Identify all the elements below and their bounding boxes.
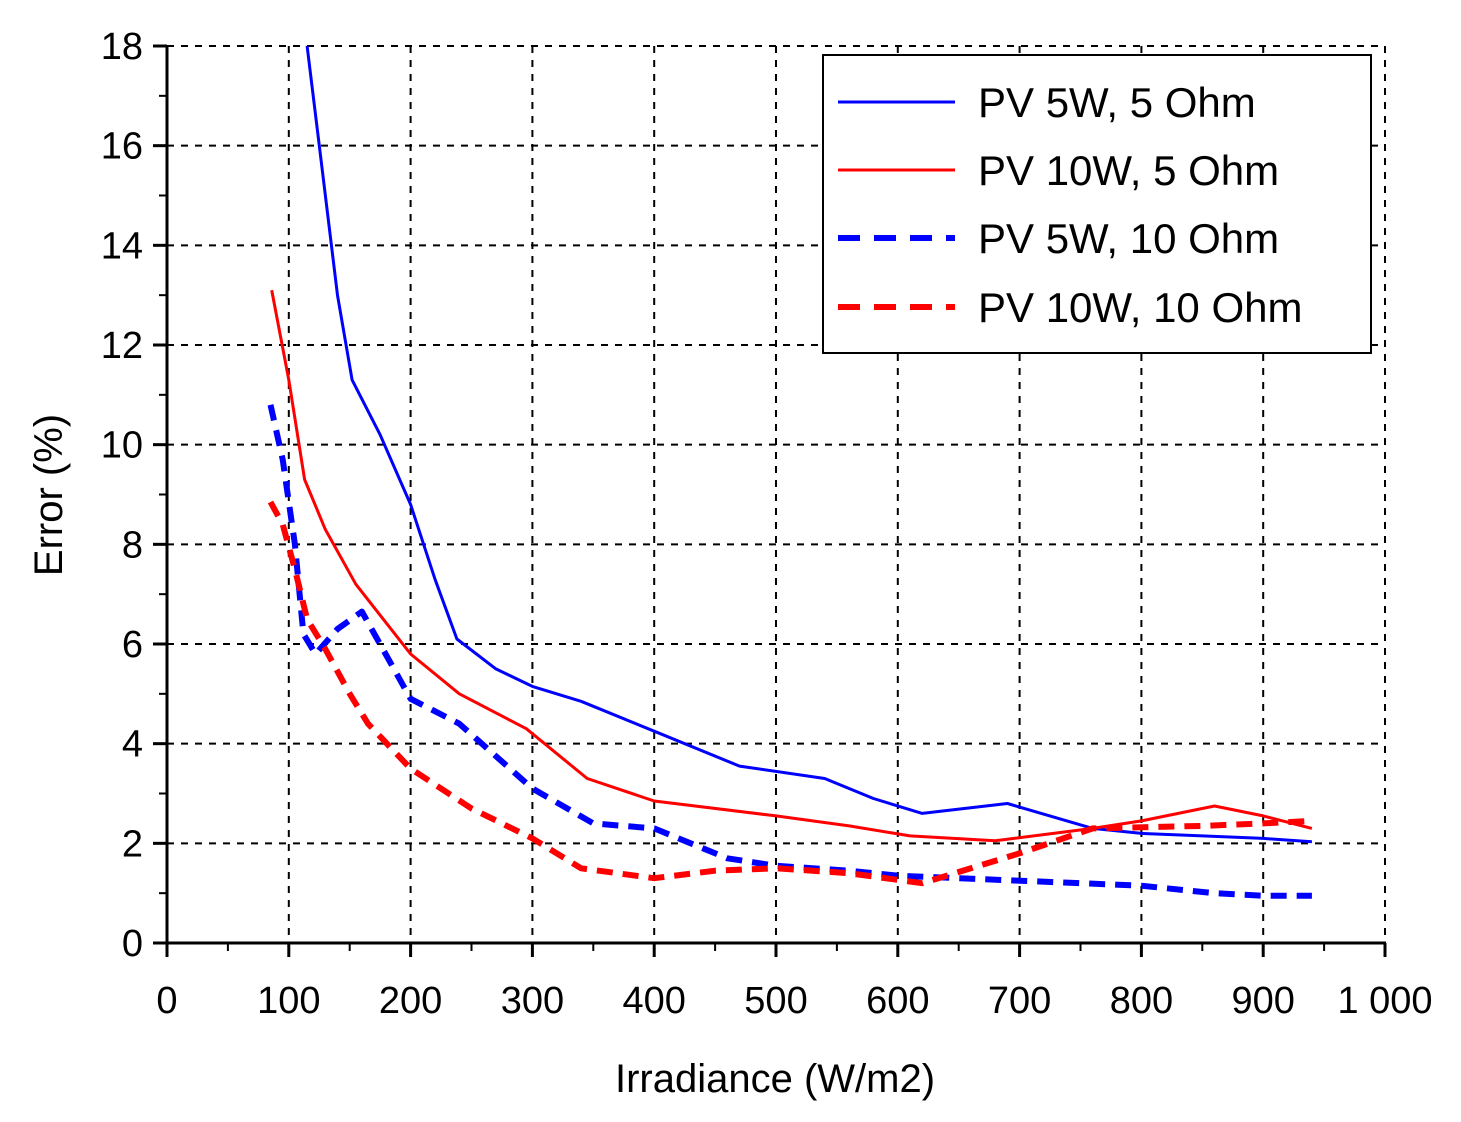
- y-tick-label: 8: [122, 524, 143, 566]
- y-tick-label: 0: [122, 923, 143, 965]
- y-tick-label: 4: [122, 724, 143, 766]
- tick-labels: 0 100 200 300 400 500 600 700 800 900 1 000 0 2 4 6 8 10…: [101, 26, 1433, 1022]
- legend: PV 5W, 5 Ohm PV 10W, 5 Ohm PV 5W, 10 Ohm PV…: [822, 54, 1372, 354]
- y-tick-label: 14: [101, 225, 143, 267]
- axes: [153, 44, 1387, 957]
- x-axis-label: Irradiance (W/m2): [615, 1057, 935, 1101]
- series-line-4: [267, 500, 1313, 887]
- x-tick-label: 600: [866, 980, 929, 1022]
- y-tick-label: 6: [122, 624, 143, 666]
- legend-label: PV 5W, 10 Ohm: [978, 215, 1279, 262]
- x-tick-label: 900: [1231, 980, 1294, 1022]
- legend-label: PV 10W, 10 Ohm: [978, 284, 1302, 331]
- x-tick-label: 400: [622, 980, 685, 1022]
- y-tick-label: 12: [101, 325, 143, 367]
- series-line-2: [270, 289, 1313, 843]
- y-tick-label: 2: [122, 823, 143, 865]
- legend-label: PV 10W, 5 Ohm: [978, 147, 1279, 194]
- y-tick-label: 18: [101, 26, 143, 68]
- series-line-3: [267, 404, 1312, 899]
- x-tick-label: 800: [1110, 980, 1173, 1022]
- legend-label: PV 5W, 5 Ohm: [978, 79, 1256, 126]
- y-tick-label: 16: [101, 126, 143, 168]
- series-line-1: [305, 45, 1313, 844]
- y-tick-label: 10: [101, 425, 143, 467]
- legend-box: [822, 54, 1372, 354]
- x-tick-label: 500: [744, 980, 807, 1022]
- data-series: [267, 45, 1313, 899]
- x-tick-label: 300: [501, 980, 564, 1022]
- x-tick-label: 0: [156, 980, 177, 1022]
- x-tick-label: 700: [988, 980, 1051, 1022]
- x-tick-label: 100: [257, 980, 320, 1022]
- x-tick-label: 1 000: [1337, 980, 1432, 1022]
- x-tick-label: 200: [379, 980, 442, 1022]
- y-axis-label: Error (%): [27, 414, 71, 576]
